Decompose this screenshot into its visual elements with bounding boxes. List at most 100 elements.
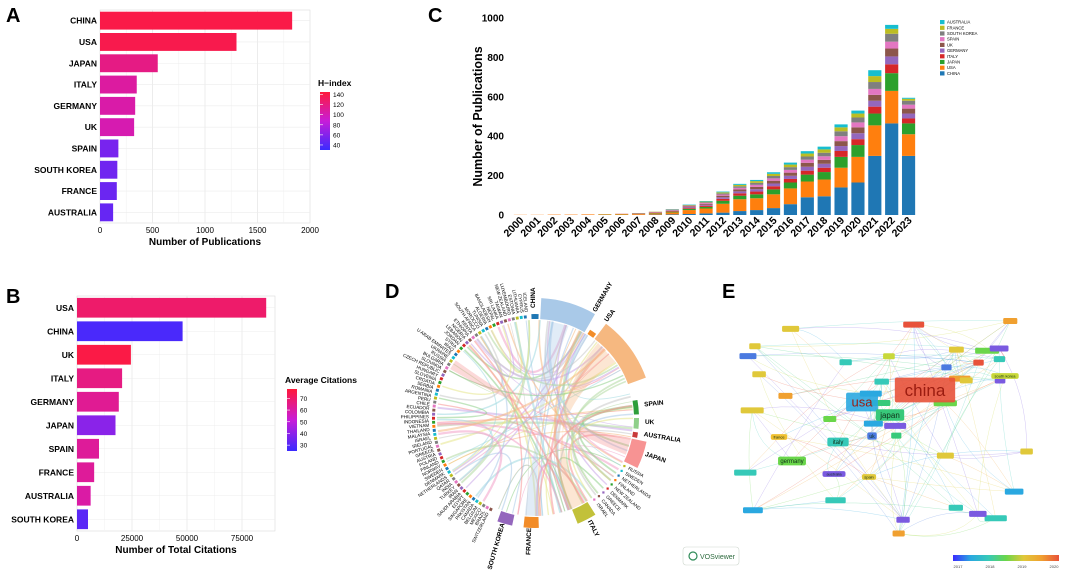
bar-segment-spain <box>885 41 899 49</box>
network-node-small <box>823 415 837 422</box>
chord-link <box>470 324 515 378</box>
sector-minor <box>456 482 461 488</box>
bar-segment-usa <box>851 156 865 183</box>
network-link <box>889 349 957 416</box>
category-label: UK <box>62 350 75 360</box>
sector-label-spain: SPAIN <box>644 399 664 408</box>
bar-uk <box>100 118 135 137</box>
bar-segment-usa <box>834 167 848 188</box>
network-link <box>752 476 870 511</box>
chord-link <box>505 449 621 512</box>
bar-segment-china <box>766 208 781 215</box>
bar-segment-germany <box>800 166 814 171</box>
bar-segment-usa <box>665 212 679 215</box>
chord-ribbon <box>450 360 631 455</box>
network-link <box>752 389 926 511</box>
bar-segment-china <box>901 155 916 215</box>
chord-link <box>454 452 513 511</box>
network-node-small <box>825 497 846 504</box>
network-node-small <box>778 392 793 399</box>
category-label: SPAIN <box>72 143 97 153</box>
sector-label-minor: ICELAND <box>522 292 529 313</box>
network-link <box>829 356 890 420</box>
network-node-china <box>894 377 956 403</box>
legend-swatch <box>940 59 945 65</box>
bar-segment-japan <box>682 208 696 211</box>
sector-minor <box>459 485 464 491</box>
network-link <box>888 356 946 456</box>
bar-segment-usa <box>868 125 882 156</box>
sector-japan <box>623 438 647 468</box>
bar-segment-spain <box>699 202 713 204</box>
network-link <box>898 324 915 534</box>
category-label: SOUTH KOREA <box>11 514 74 524</box>
network-node-south-korea <box>991 373 1019 379</box>
bar-segment-china <box>699 213 713 215</box>
network-node-italy <box>827 437 849 447</box>
category-label: USA <box>56 303 74 313</box>
scale-tick-label: 2020 <box>1050 564 1060 569</box>
sector-minor <box>484 326 489 331</box>
bar-spain <box>100 139 119 158</box>
network-link <box>913 324 947 368</box>
chord-link <box>556 324 608 486</box>
panel-label-c: C <box>428 5 442 27</box>
bar-australia <box>77 485 91 506</box>
sector-minor <box>523 315 527 319</box>
legend-tick-label: 30 <box>300 443 308 450</box>
bar-segment-italy <box>817 167 831 173</box>
network-link <box>752 362 846 511</box>
network-label-uk: uk <box>869 434 875 440</box>
sector-minor <box>446 362 451 367</box>
network-link <box>913 324 979 514</box>
bar-segment-usa <box>716 203 730 213</box>
bar-segment-italy <box>783 178 798 183</box>
network-link <box>745 436 780 473</box>
sector-minor <box>464 340 470 345</box>
sector-minor <box>438 452 442 456</box>
network-link <box>868 476 1015 492</box>
sector-minor <box>434 392 439 396</box>
bar-segment-china <box>885 123 899 215</box>
bar-segment-france <box>766 173 781 176</box>
bar-segment-spain <box>800 159 814 163</box>
sector-label-uk: UK <box>645 419 655 426</box>
legend-tick-label: 60 <box>300 408 308 415</box>
bar-segment-south-korea <box>783 167 798 170</box>
sector-minor <box>602 491 605 494</box>
legend-swatch <box>940 31 945 36</box>
bar-segment-japan <box>733 195 747 200</box>
network-link <box>754 346 1001 381</box>
sector-label-minor: PHILIPPINES <box>401 414 429 419</box>
chord-link <box>487 331 618 387</box>
bar-segment-germany <box>682 207 696 209</box>
sector-minor <box>454 479 459 484</box>
bar-segment-australia <box>817 146 831 150</box>
network-node-small <box>739 353 757 360</box>
bar-segment-uk <box>783 172 798 176</box>
sector-minor <box>495 321 500 326</box>
network-link <box>889 414 996 519</box>
x-tick-label: 50000 <box>176 534 199 543</box>
sector-label-minor: SERBIA <box>417 381 435 391</box>
network-node-small <box>936 452 954 459</box>
chord-link <box>567 333 631 400</box>
bar-uk <box>77 344 131 365</box>
sector-minor <box>436 384 441 389</box>
bar-segment-spain <box>766 178 781 181</box>
network-label-china: china <box>905 381 946 400</box>
network-label-spain: spain <box>864 474 874 479</box>
legend-title: H−index <box>318 78 352 88</box>
chord-link <box>442 325 512 395</box>
chord-ribbon <box>560 342 616 509</box>
sector-south-korea <box>497 511 515 526</box>
network-link <box>754 320 1011 347</box>
bar-segment-china <box>817 196 831 215</box>
chord-link <box>497 324 567 373</box>
network-link <box>778 356 889 438</box>
network-node-small <box>874 378 889 385</box>
bar-segment-japan <box>817 172 831 180</box>
sector-minor <box>433 436 438 441</box>
bar-segment-italy <box>699 205 713 207</box>
network-link <box>889 414 956 508</box>
